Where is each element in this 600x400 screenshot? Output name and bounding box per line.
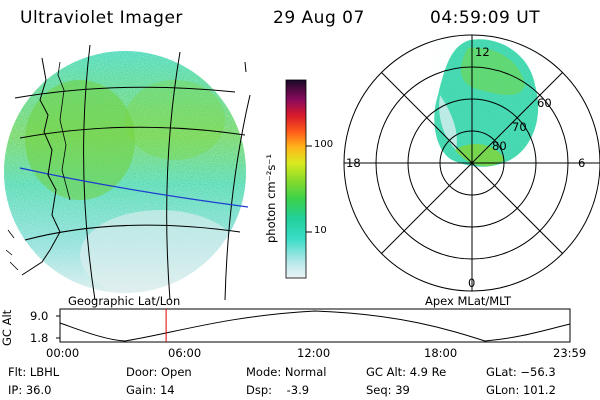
timeline-tick-0600: 06:00	[168, 346, 202, 360]
mode-info: Mode: Normal	[246, 365, 327, 379]
glat-info: GLat: −56.3	[486, 365, 556, 379]
mlat-label-60: 60	[537, 96, 552, 110]
ip-info: IP: 36.0	[8, 383, 52, 397]
timeline-ymax: 9.0	[30, 309, 49, 323]
polar-panel-title: Apex MLat/MLT	[425, 294, 512, 308]
mlt-label-0: 0	[468, 276, 476, 290]
door-info: Door: Open	[126, 365, 192, 379]
colorbar-tick-100: 100	[314, 139, 334, 150]
instrument-title: Ultraviolet Imager	[20, 8, 183, 28]
colorbar	[285, 79, 312, 279]
filter-info: Flt: LBHL	[8, 365, 60, 379]
gain-info: Gain: 14	[126, 383, 175, 397]
polar-plot	[343, 34, 600, 292]
timeline-tick-2359: 23:59	[553, 346, 587, 360]
timeline-ylabel: GC Alt	[0, 309, 14, 346]
mlt-label-12: 12	[475, 45, 490, 59]
glon-info: GLon: 101.2	[486, 383, 556, 397]
gc-alt-info: GC Alt: 4.9 Re	[366, 365, 447, 379]
colorbar-tick-10: 10	[314, 225, 327, 236]
time-label: 04:59:09 UT	[430, 8, 541, 28]
altitude-timeline	[56, 308, 571, 343]
timeline-tick-1200: 12:00	[297, 346, 331, 360]
colorbar-unit-label: photon cm⁻²s⁻¹	[264, 154, 278, 243]
dsp-info: Dsp: -3.9	[246, 383, 310, 397]
seq-info: Seq: 39	[366, 383, 410, 397]
mlt-label-18: 18	[346, 156, 361, 170]
mlat-label-80: 80	[492, 139, 507, 153]
mlt-label-6: 6	[578, 156, 586, 170]
timeline-tick-1800: 18:00	[424, 346, 458, 360]
mlat-label-70: 70	[512, 120, 527, 134]
timeline-tick-0000: 00:00	[46, 346, 80, 360]
timeline-ymin: 1.8	[30, 331, 49, 345]
geographic-panel-title: Geographic Lat/Lon	[68, 294, 181, 308]
geographic-image	[4, 44, 251, 301]
date-label: 29 Aug 07	[273, 8, 365, 28]
